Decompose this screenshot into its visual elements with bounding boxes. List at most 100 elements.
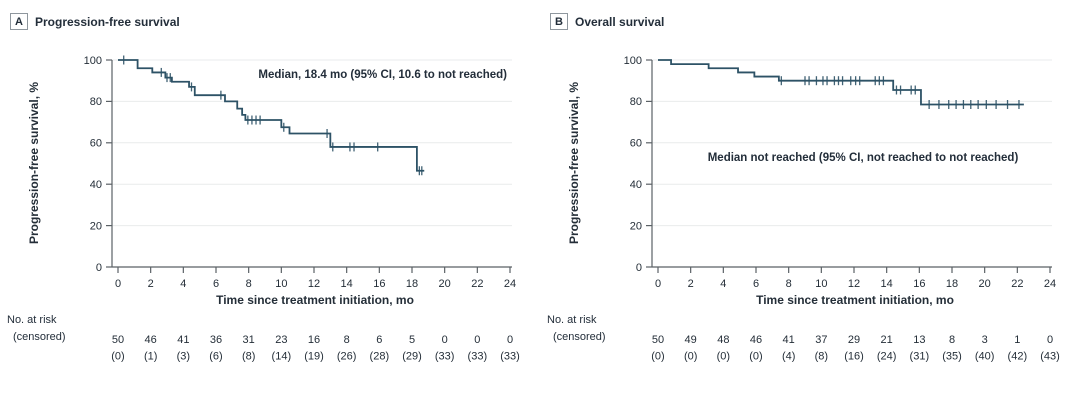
censored-row: (0) (0) (0) (0) (4) (8) (16) (24) (31) (35) (40) (4… — [651, 351, 1060, 363]
panel-b: B Overall survival Median not reached (9… — [540, 0, 1080, 400]
at-risk-value: 3 — [982, 334, 988, 346]
x-tick-label: 12 — [848, 278, 860, 290]
at-risk-value: 21 — [881, 334, 893, 346]
x-tick-label: 12 — [308, 278, 320, 290]
panel-b-header: B Overall survival — [550, 13, 664, 30]
km-curve — [118, 59, 425, 172]
censored-value: (6) — [209, 351, 222, 363]
x-tick-label: 18 — [406, 278, 418, 290]
x-tick-label: 0 — [655, 278, 661, 290]
x-tick-label: 24 — [1044, 278, 1056, 290]
at-risk-value: 1 — [1014, 334, 1020, 346]
censored-value: (3) — [177, 351, 190, 363]
at-risk-value: 0 — [507, 334, 513, 346]
at-risk-value: 16 — [308, 334, 320, 346]
at-risk-value: 50 — [652, 334, 664, 346]
censored-header: (censored) — [13, 331, 66, 343]
x-tick-label: 10 — [275, 278, 287, 290]
censored-value: (0) — [717, 351, 730, 363]
x-tick-label: 6 — [213, 278, 219, 290]
censored-value: (26) — [337, 351, 357, 363]
censored-value: (0) — [749, 351, 762, 363]
censored-value: (43) — [1040, 351, 1060, 363]
y-tick-label: 40 — [90, 179, 102, 191]
at-risk-value: 50 — [112, 334, 124, 346]
censored-value: (19) — [304, 351, 324, 363]
censored-value: (1) — [144, 351, 157, 363]
panel-a-header: A Progression-free survival — [10, 13, 180, 30]
censored-value: (33) — [468, 351, 488, 363]
censored-header: (censored) — [553, 331, 606, 343]
at-risk-value: 37 — [815, 334, 827, 346]
at-risk-value: 29 — [848, 334, 860, 346]
panel-b-title: Overall survival — [575, 14, 665, 29]
x-tick-label: 16 — [913, 278, 925, 290]
at-risk-row: 50 46 41 36 31 23 16 8 6 5 0 0 0 — [112, 334, 513, 346]
panel-a-letter-badge: A — [10, 13, 28, 30]
censored-value: (0) — [651, 351, 664, 363]
at-risk-value: 46 — [145, 334, 157, 346]
censor-marks — [123, 55, 423, 176]
x-tick-label: 22 — [471, 278, 483, 290]
censored-value: (14) — [272, 351, 292, 363]
y-tick-label: 100 — [84, 55, 102, 67]
at-risk-value: 23 — [275, 334, 287, 346]
x-tick-label: 24 — [504, 278, 516, 290]
panel-b-median-annotation: Median not reached (95% CI, not reached … — [707, 152, 1019, 164]
at-risk-header: No. at risk — [7, 314, 57, 326]
censored-value: (8) — [815, 351, 828, 363]
y-tick-label: 80 — [90, 96, 102, 108]
at-risk-value: 48 — [717, 334, 729, 346]
x-tick-label: 6 — [753, 278, 759, 290]
at-risk-row: 50 49 48 46 41 37 29 21 13 8 3 1 0 — [652, 334, 1053, 346]
censored-value: (33) — [435, 351, 455, 363]
censored-row: (0) (1) (3) (6) (8) (14) (19) (26) (28) (29) (33) (… — [111, 351, 520, 363]
x-tick-label: 8 — [786, 278, 792, 290]
censored-value: (24) — [877, 351, 897, 363]
x-tick-label: 2 — [148, 278, 154, 290]
at-risk-value: 0 — [474, 334, 480, 346]
x-tick-label: 2 — [688, 278, 694, 290]
y-tick-label: 20 — [630, 220, 642, 232]
at-risk-value: 31 — [243, 334, 255, 346]
censored-value: (28) — [370, 351, 390, 363]
x-tick-label: 20 — [979, 278, 991, 290]
x-axis-title: Time since treatment initiation, mo — [216, 293, 414, 307]
at-risk-value: 0 — [442, 334, 448, 346]
x-tick-label: 4 — [720, 278, 726, 290]
y-tick-label: 0 — [636, 262, 642, 274]
at-risk-value: 8 — [949, 334, 955, 346]
x-tick-label: 20 — [439, 278, 451, 290]
at-risk-value: 41 — [783, 334, 795, 346]
censored-value: (40) — [975, 351, 995, 363]
censor-marks — [780, 76, 1020, 110]
panel-a-title: Progression-free survival — [35, 14, 180, 29]
x-tick-label: 8 — [246, 278, 252, 290]
y-tick-label: 0 — [96, 262, 102, 274]
km-curve — [658, 59, 1024, 106]
x-tick-label: 22 — [1011, 278, 1023, 290]
at-risk-value: 5 — [409, 334, 415, 346]
x-tick-label: 14 — [881, 278, 893, 290]
panel-a-median-annotation: Median, 18.4 mo (95% CI, 10.6 to not rea… — [258, 69, 507, 81]
censored-value: (31) — [910, 351, 930, 363]
at-risk-value: 49 — [685, 334, 697, 346]
x-tick-label: 18 — [946, 278, 958, 290]
y-tick-label: 100 — [624, 55, 642, 67]
at-risk-value: 41 — [177, 334, 189, 346]
censored-value: (29) — [402, 351, 422, 363]
x-tick-label: 0 — [115, 278, 121, 290]
y-axis: 0 20 40 60 80 100 Progression-free survival, % — [27, 55, 113, 274]
at-risk-value: 8 — [344, 334, 350, 346]
censored-value: (35) — [942, 351, 962, 363]
x-tick-label: 4 — [180, 278, 186, 290]
at-risk-value: 0 — [1047, 334, 1053, 346]
y-axis-title: Progression-free survival, % — [27, 82, 41, 244]
censored-value: (4) — [782, 351, 795, 363]
censored-value: (33) — [500, 351, 520, 363]
